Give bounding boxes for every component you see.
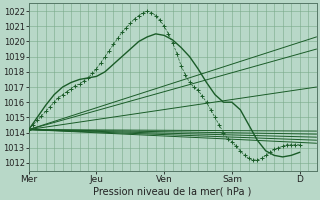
X-axis label: Pression niveau de la mer( hPa ): Pression niveau de la mer( hPa ) [93,187,252,197]
